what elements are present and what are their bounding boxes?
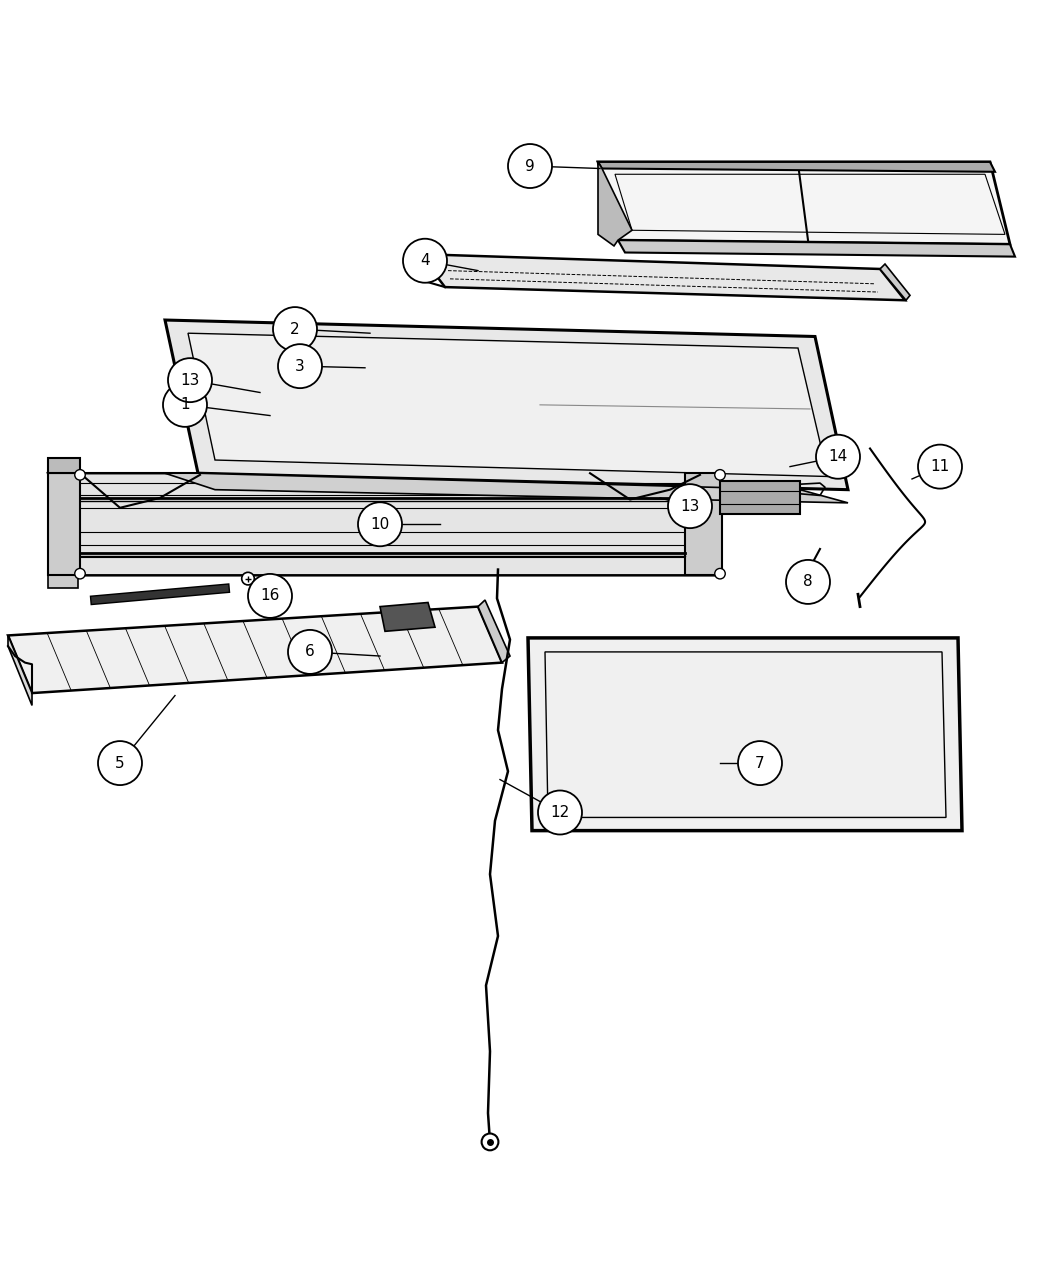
Polygon shape bbox=[720, 482, 800, 514]
Text: 3: 3 bbox=[295, 358, 304, 374]
Circle shape bbox=[75, 469, 85, 481]
Polygon shape bbox=[165, 320, 848, 490]
Polygon shape bbox=[48, 459, 80, 473]
Circle shape bbox=[75, 569, 85, 579]
Circle shape bbox=[168, 358, 212, 402]
Circle shape bbox=[278, 344, 322, 388]
Polygon shape bbox=[598, 162, 995, 172]
Text: 9: 9 bbox=[525, 158, 534, 173]
Polygon shape bbox=[598, 162, 632, 246]
Circle shape bbox=[358, 502, 402, 546]
Text: 2: 2 bbox=[290, 321, 300, 337]
Text: 12: 12 bbox=[550, 805, 569, 820]
Text: 5: 5 bbox=[116, 756, 125, 770]
Circle shape bbox=[288, 630, 332, 674]
Polygon shape bbox=[420, 254, 905, 301]
Circle shape bbox=[273, 307, 317, 351]
Polygon shape bbox=[478, 601, 510, 663]
Polygon shape bbox=[618, 240, 1015, 256]
Circle shape bbox=[786, 560, 830, 604]
Text: 8: 8 bbox=[803, 575, 813, 589]
Circle shape bbox=[715, 469, 726, 481]
Polygon shape bbox=[8, 607, 502, 694]
Circle shape bbox=[482, 1133, 499, 1150]
Polygon shape bbox=[528, 638, 962, 830]
Polygon shape bbox=[165, 473, 848, 502]
Text: 10: 10 bbox=[371, 516, 390, 532]
Circle shape bbox=[163, 382, 207, 427]
Circle shape bbox=[918, 445, 962, 488]
Text: 1: 1 bbox=[181, 398, 190, 412]
Polygon shape bbox=[880, 264, 910, 301]
Polygon shape bbox=[598, 162, 1010, 245]
Polygon shape bbox=[48, 473, 722, 575]
Circle shape bbox=[252, 583, 265, 595]
Text: 7: 7 bbox=[755, 756, 764, 770]
Circle shape bbox=[508, 144, 552, 187]
Text: 6: 6 bbox=[306, 644, 315, 659]
Polygon shape bbox=[685, 473, 722, 575]
Polygon shape bbox=[380, 603, 435, 631]
Circle shape bbox=[264, 592, 276, 604]
Polygon shape bbox=[188, 333, 828, 477]
Circle shape bbox=[98, 741, 142, 785]
Circle shape bbox=[738, 741, 782, 785]
Text: 11: 11 bbox=[930, 459, 949, 474]
Polygon shape bbox=[48, 473, 80, 575]
Polygon shape bbox=[48, 575, 78, 589]
Circle shape bbox=[538, 790, 582, 835]
Text: 16: 16 bbox=[260, 588, 279, 603]
Text: 13: 13 bbox=[181, 372, 200, 388]
Text: 13: 13 bbox=[680, 499, 699, 514]
Circle shape bbox=[816, 435, 860, 478]
Text: 4: 4 bbox=[420, 254, 429, 268]
Circle shape bbox=[242, 572, 254, 585]
Circle shape bbox=[248, 574, 292, 618]
Text: 14: 14 bbox=[828, 449, 847, 464]
Circle shape bbox=[668, 484, 712, 528]
Circle shape bbox=[403, 238, 447, 283]
Circle shape bbox=[715, 569, 726, 579]
Polygon shape bbox=[8, 635, 32, 705]
